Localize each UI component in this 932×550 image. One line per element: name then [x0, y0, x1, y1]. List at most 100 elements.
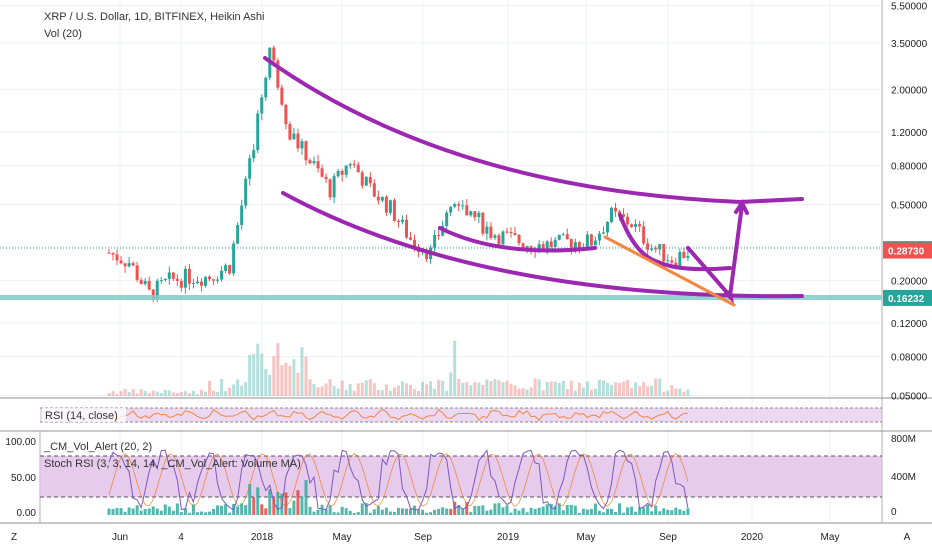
volume-bar	[127, 392, 131, 396]
candle-body	[324, 176, 328, 180]
alert-bar	[131, 508, 135, 515]
auto-scale-button[interactable]: A	[904, 532, 911, 543]
time-tick-label: May	[333, 532, 352, 543]
alert-bar	[404, 508, 408, 515]
candle-body	[216, 279, 220, 281]
volume-bar	[485, 379, 489, 396]
candle-body	[630, 224, 634, 227]
right-arc[interactable]	[618, 213, 732, 272]
time-tick-label: Sep	[659, 532, 677, 543]
chart-title: XRP / U.S. Dollar, 1D, BITFINEX, Heikin …	[44, 11, 264, 23]
price-tick-label: 0.20000	[891, 277, 928, 288]
alert-bar	[517, 510, 521, 515]
candle-body	[280, 87, 284, 105]
candle-body	[461, 205, 465, 207]
candle-body	[332, 176, 336, 198]
volume-bar	[654, 378, 658, 396]
candle-body	[175, 278, 179, 281]
zoom-button[interactable]: Z	[11, 532, 17, 543]
alert-bar	[296, 490, 300, 515]
alert-bar	[433, 509, 437, 515]
candle-body	[336, 171, 340, 177]
alert-bar	[155, 508, 159, 515]
drawings[interactable]	[263, 56, 804, 304]
volume-bar	[288, 365, 292, 396]
volume-bar	[260, 353, 264, 396]
alert-bar	[248, 484, 252, 515]
alert-bar	[417, 509, 421, 515]
alert-bar	[593, 503, 597, 515]
volume-bar	[477, 382, 481, 396]
alert-bar	[388, 511, 392, 515]
candle-body	[328, 179, 332, 198]
volume-bar	[203, 391, 207, 396]
candle-body	[469, 211, 473, 216]
candle-body	[220, 270, 224, 280]
alert-bar	[658, 511, 662, 515]
volume-bar	[589, 389, 593, 396]
volume-bar	[324, 383, 328, 396]
volume-bar	[501, 382, 505, 396]
candle-body	[674, 262, 678, 266]
alert-bar	[300, 496, 304, 515]
candle-body	[119, 260, 123, 264]
volume-bar	[505, 380, 509, 396]
volume-bar	[348, 384, 352, 396]
candle-body	[364, 177, 368, 186]
alert-bar	[344, 508, 348, 515]
alert-bar	[626, 507, 630, 515]
alert-bar	[312, 511, 316, 515]
alert-bar	[429, 512, 433, 515]
alert-bar	[384, 507, 388, 515]
alert-bar	[601, 512, 605, 515]
support-line[interactable]	[0, 295, 882, 300]
volume-bar	[634, 382, 638, 396]
candle-body	[203, 276, 207, 286]
volume-bar	[115, 393, 119, 396]
price-tick-label: 0.80000	[891, 162, 928, 173]
volume-bar	[577, 382, 581, 396]
candle-body	[232, 243, 236, 274]
alert-bar	[585, 509, 589, 515]
candle-body	[163, 278, 167, 281]
alert-bar	[521, 508, 525, 515]
alert-bar	[409, 508, 412, 515]
candle-body	[646, 243, 650, 250]
candle-body	[569, 239, 573, 249]
inner-arc[interactable]	[438, 226, 597, 253]
volume-bar	[453, 340, 457, 396]
volume-bar	[417, 391, 421, 396]
candle-body	[493, 235, 497, 238]
upper-arc[interactable]	[263, 56, 804, 205]
alert-bar	[284, 492, 288, 515]
alert-bar	[195, 512, 199, 515]
volume-bar	[224, 390, 228, 396]
alert-bar	[654, 505, 658, 515]
alert-bar	[614, 512, 618, 515]
volume-bar	[111, 391, 115, 396]
candle-body	[409, 237, 412, 240]
trend-line[interactable]	[603, 235, 736, 307]
volume-bar	[497, 380, 501, 396]
volume-bar	[662, 391, 666, 396]
candle-body	[425, 251, 429, 260]
candle-body	[131, 263, 135, 266]
price-axis-ticks: 5.50000 3.50000 2.00000 1.20000 0.80000 0.500…	[891, 1, 928, 402]
candle-body	[481, 212, 485, 234]
left-tick-50: 50.00	[11, 473, 36, 484]
candle-body	[356, 164, 360, 173]
volume-bar	[372, 383, 376, 396]
candle-body	[340, 171, 344, 175]
alert-bar	[304, 480, 308, 515]
candle-body	[195, 281, 199, 284]
alert-bar	[212, 508, 216, 515]
candle-body	[244, 178, 248, 206]
time-tick-label: Sep	[414, 532, 432, 543]
price-tag-label: 0.16232	[888, 294, 925, 305]
alert-bar	[228, 512, 232, 515]
alert-bar	[123, 511, 127, 515]
right-tick-400m: 400M	[891, 472, 916, 483]
alert-bar	[610, 508, 613, 515]
volume-bar	[646, 386, 650, 396]
